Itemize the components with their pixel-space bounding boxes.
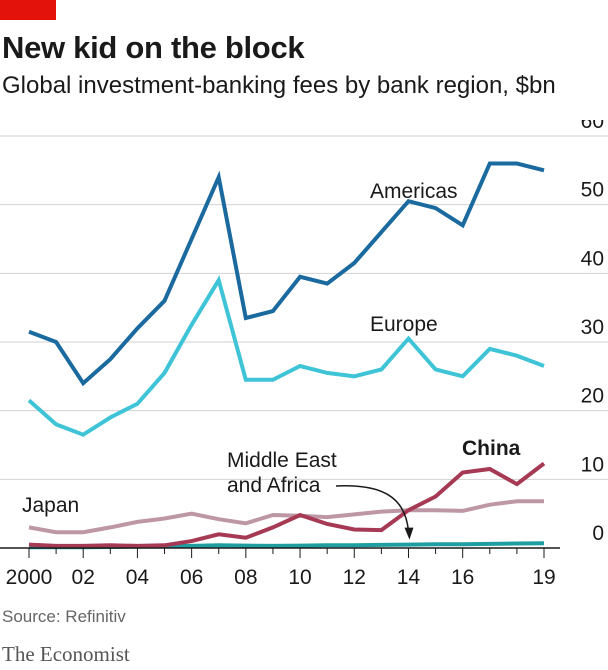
brand-red-tag: [0, 0, 56, 20]
x-tick-label: 16: [451, 566, 474, 589]
x-tick-label: 08: [234, 566, 257, 589]
series-label-americas: Americas: [370, 180, 458, 203]
series-line-japan: [28, 499, 544, 535]
x-tick-label: 12: [343, 566, 366, 589]
y-tick-label: 30: [581, 316, 604, 339]
publisher-logo-text: The Economist: [2, 642, 130, 666]
series-label-middle-east-and-africa: and Africa: [227, 474, 321, 497]
x-tick-label: 10: [288, 566, 311, 589]
y-tick-label: 10: [581, 453, 604, 476]
series-line-americas: [28, 161, 545, 387]
line-chart: 0 10 20 30 40 50 60 2000 02 04 06 08 10 12 14 16 19 Ame…: [0, 120, 608, 589]
mea-arrow-head: [404, 527, 414, 540]
series-label-europe: Europe: [370, 313, 438, 336]
series-label-japan: Japan: [22, 494, 79, 517]
y-tick-label: 50: [581, 179, 604, 202]
x-tick-label: 06: [180, 566, 203, 589]
y-tick-label: 40: [581, 247, 604, 270]
series-label-china: China: [462, 437, 521, 460]
x-tick-label: 02: [72, 566, 95, 589]
y-tick-label: 60: [581, 120, 604, 133]
series-label-middle-east-and-africa: Middle East: [227, 449, 337, 472]
source-note: Source: Refinitiv: [2, 607, 126, 626]
chart-subtitle: Global investment-banking fees by bank r…: [2, 72, 556, 99]
x-axis: 2000 02 04 06 08 10 12 14 16 19: [0, 547, 560, 589]
y-axis-tick-labels: 0 10 20 30 40 50 60: [581, 120, 604, 545]
mea-arrow-line: [335, 485, 410, 532]
y-tick-label: 20: [581, 385, 604, 408]
x-tick-label: 14: [397, 566, 421, 589]
x-tick-label: 04: [126, 566, 150, 589]
series-line-china: [28, 461, 546, 548]
series-line-europe: [27, 275, 545, 437]
x-tick-label: 2000: [6, 566, 53, 589]
y-tick-label: 0: [592, 522, 604, 545]
series-lines: [27, 161, 546, 550]
x-tick-label: 19: [532, 566, 555, 589]
chart-title: New kid on the block: [2, 30, 305, 65]
